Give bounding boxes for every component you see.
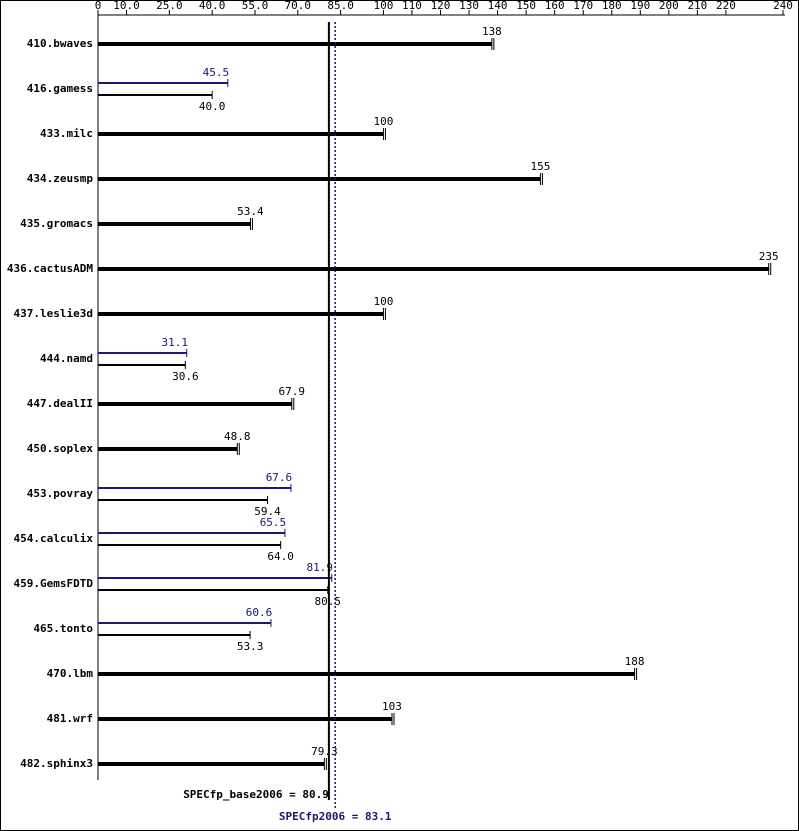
value-label: 155: [530, 160, 550, 173]
value-label: 60.6: [246, 606, 273, 619]
x-tick-label: 170: [573, 0, 593, 12]
value-label: 59.4: [254, 505, 281, 518]
x-tick-label: 85.0: [327, 0, 354, 12]
x-tick-label: 180: [602, 0, 622, 12]
x-tick-label: 40.0: [199, 0, 226, 12]
reference-label: SPECfp2006 = 83.1: [279, 810, 392, 823]
value-label: 67.9: [279, 385, 306, 398]
x-tick-label: 190: [630, 0, 650, 12]
category-label: 459.GemsFDTD: [14, 577, 94, 590]
value-label: 67.6: [266, 471, 293, 484]
category-label: 470.lbm: [47, 667, 94, 680]
category-label: 435.gromacs: [20, 217, 93, 230]
value-label: 48.8: [224, 430, 251, 443]
category-label: 447.dealII: [27, 397, 93, 410]
x-tick-label: 220: [716, 0, 736, 12]
x-tick-label: 160: [545, 0, 565, 12]
category-label: 434.zeusmp: [27, 172, 94, 185]
value-label: 100: [373, 115, 393, 128]
category-label: 450.soplex: [27, 442, 94, 455]
x-tick-label: 200: [659, 0, 679, 12]
category-label: 454.calculix: [14, 532, 94, 545]
category-label: 433.milc: [40, 127, 93, 140]
value-label: 235: [759, 250, 779, 263]
x-tick-label: 210: [687, 0, 707, 12]
value-label: 64.0: [267, 550, 294, 563]
value-label: 53.4: [237, 205, 264, 218]
value-label: 81.9: [307, 561, 334, 574]
x-tick-label: 0: [95, 0, 102, 12]
value-label: 188: [625, 655, 645, 668]
category-label: 453.povray: [27, 487, 94, 500]
value-label: 45.5: [203, 66, 230, 79]
value-label: 40.0: [199, 100, 226, 113]
category-label: 436.cactusADM: [7, 262, 93, 275]
value-label: 53.3: [237, 640, 264, 653]
x-tick-label: 130: [459, 0, 479, 12]
category-label: 410.bwaves: [27, 37, 93, 50]
x-tick-label: 10.0: [113, 0, 140, 12]
value-label: 65.5: [260, 516, 287, 529]
x-tick-label: 55.0: [242, 0, 269, 12]
category-label: 444.namd: [40, 352, 93, 365]
x-tick-label: 140: [488, 0, 508, 12]
x-tick-label: 240: [773, 0, 793, 12]
category-label: 482.sphinx3: [20, 757, 93, 770]
value-label: 138: [482, 25, 502, 38]
x-tick-label: 100: [373, 0, 393, 12]
x-tick-label: 70.0: [285, 0, 312, 12]
value-label: 30.6: [172, 370, 199, 383]
category-label: 481.wrf: [47, 712, 93, 725]
x-tick-label: 110: [402, 0, 422, 12]
value-label: 103: [382, 700, 402, 713]
category-label: 437.leslie3d: [14, 307, 93, 320]
value-label: 80.5: [315, 595, 342, 608]
reference-label: SPECfp_base2006 = 80.9: [183, 788, 329, 801]
category-label: 465.tonto: [33, 622, 93, 635]
x-tick-label: 25.0: [156, 0, 183, 12]
value-label: 100: [373, 295, 393, 308]
category-label: 416.gamess: [27, 82, 93, 95]
value-label: 31.1: [162, 336, 189, 349]
x-tick-label: 120: [431, 0, 451, 12]
value-label: 79.3: [311, 745, 338, 758]
x-tick-label: 150: [516, 0, 536, 12]
